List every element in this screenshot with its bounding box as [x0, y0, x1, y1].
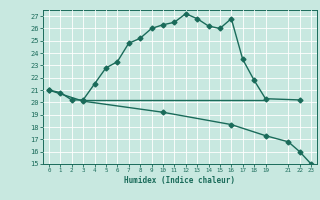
- X-axis label: Humidex (Indice chaleur): Humidex (Indice chaleur): [124, 176, 236, 185]
